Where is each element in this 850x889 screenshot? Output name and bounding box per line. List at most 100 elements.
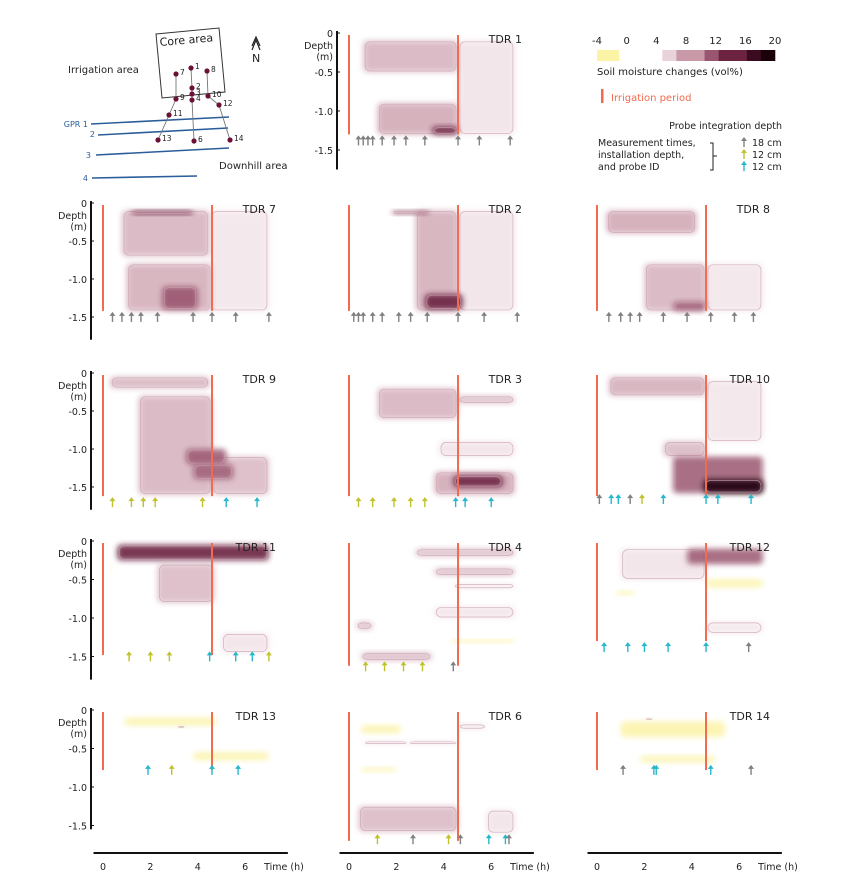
moisture-region bbox=[157, 564, 215, 603]
legend-brace bbox=[710, 142, 717, 171]
measurement-arrow-icon bbox=[249, 651, 256, 662]
irrigation-legend-swatch bbox=[601, 89, 604, 103]
contour-line bbox=[379, 388, 457, 418]
moisture-region bbox=[453, 475, 504, 487]
moisture-region bbox=[360, 652, 432, 661]
y-tick-label: -1.0 bbox=[68, 614, 87, 625]
probe-marker bbox=[216, 102, 222, 108]
contour-line bbox=[140, 396, 211, 494]
probe-marker bbox=[227, 137, 233, 143]
panel-title: TDR 9 bbox=[242, 373, 276, 386]
colorbar-label: Soil moisture changes (vol%) bbox=[597, 67, 743, 78]
x-tick-label: 4 bbox=[441, 862, 447, 873]
moisture-region bbox=[360, 767, 397, 772]
colorbar-tick-label: 20 bbox=[769, 36, 782, 47]
measurement-arrow-icon bbox=[741, 161, 747, 171]
moisture-region bbox=[706, 263, 763, 311]
colorbar-segment bbox=[732, 50, 748, 61]
measurement-arrow-icon bbox=[741, 149, 747, 159]
measurement-arrow-icon bbox=[452, 497, 459, 508]
contour-line bbox=[665, 442, 705, 456]
measurement-arrow-icon bbox=[369, 497, 376, 508]
probe-id-label: 4 bbox=[196, 94, 201, 103]
measurement-arrow-icon bbox=[750, 311, 757, 322]
measurement-arrow-icon bbox=[369, 135, 376, 146]
measurement-arrow-icon bbox=[639, 494, 646, 505]
tdr-panel: TDR 7 bbox=[102, 203, 276, 322]
y-tick-label: -0.5 bbox=[314, 68, 333, 79]
probe-id-label: 13 bbox=[162, 134, 172, 143]
moisture-region bbox=[663, 441, 707, 457]
measurement-arrow-icon bbox=[190, 311, 197, 322]
probe-link bbox=[157, 114, 170, 141]
contour-line bbox=[488, 810, 514, 833]
measurement-arrow-icon bbox=[391, 497, 398, 508]
measurement-arrow-icon bbox=[206, 651, 213, 662]
measurement-arrow-icon bbox=[476, 135, 483, 146]
measurement-arrow-icon bbox=[168, 764, 175, 775]
measurement-arrow-icon bbox=[109, 497, 116, 508]
y-tick-label: -1.5 bbox=[314, 146, 333, 157]
panel-title: TDR 12 bbox=[729, 541, 770, 554]
moisture-region bbox=[408, 740, 459, 745]
moisture-region bbox=[363, 740, 409, 745]
y-tick-label: -1.5 bbox=[68, 653, 87, 664]
contour-line bbox=[426, 294, 462, 309]
x-tick-label: 6 bbox=[242, 862, 248, 873]
colorbar-segment bbox=[760, 50, 776, 61]
x-tick-label: 2 bbox=[393, 862, 399, 873]
measurement-arrow-icon bbox=[424, 311, 431, 322]
colorbar-segment bbox=[648, 50, 663, 61]
moisture-region bbox=[162, 286, 198, 310]
measurement-arrow-icon bbox=[707, 764, 714, 775]
x-tick-label: 2 bbox=[641, 862, 647, 873]
tdr-panel: TDR 13 bbox=[102, 710, 276, 775]
contour-line bbox=[364, 41, 457, 72]
colorbar-segment bbox=[676, 50, 691, 61]
probe-id-label: 3 bbox=[196, 88, 201, 97]
moisture-region bbox=[434, 567, 515, 576]
measurement-arrow-icon bbox=[684, 311, 691, 322]
measurement-arrow-icon bbox=[128, 311, 135, 322]
probe-marker bbox=[188, 65, 194, 71]
contour-line bbox=[223, 634, 268, 653]
colorbar-segment bbox=[662, 50, 677, 61]
contour-line bbox=[118, 545, 268, 560]
measurement-arrow-icon bbox=[209, 311, 216, 322]
x-tick-label: 0 bbox=[346, 862, 352, 873]
contour-line bbox=[707, 381, 762, 441]
moisture-region bbox=[377, 103, 459, 135]
y-tick-label: -0.5 bbox=[68, 407, 87, 418]
probe-marker bbox=[205, 93, 211, 99]
measurement-arrow-icon bbox=[360, 135, 367, 146]
y-axis-label: Depth bbox=[58, 211, 87, 222]
moisture-region bbox=[615, 591, 635, 595]
measurement-arrow-icon bbox=[379, 135, 386, 146]
contour-line bbox=[393, 211, 428, 214]
probe-marker bbox=[191, 138, 197, 144]
colorbar-tick-label: 8 bbox=[683, 36, 689, 47]
moisture-region bbox=[431, 126, 459, 135]
measurement-arrow-icon bbox=[457, 834, 464, 845]
colorbar-tick-label: -4 bbox=[592, 36, 602, 47]
colorbar: -4 0 4 8 12 16 20 bbox=[592, 36, 781, 61]
moisture-region bbox=[434, 606, 515, 618]
measurement-arrow-icon bbox=[140, 497, 147, 508]
north-arrow-icon: N bbox=[251, 35, 261, 65]
measurement-arrow-icon bbox=[741, 137, 747, 147]
measurement-arrow-icon bbox=[254, 497, 261, 508]
x-tick-label: 0 bbox=[594, 862, 600, 873]
measurement-arrow-icon bbox=[707, 311, 714, 322]
measurement-arrow-icon bbox=[419, 661, 426, 672]
moisture-region bbox=[606, 210, 697, 234]
measurement-arrow-icon bbox=[265, 311, 272, 322]
measurement-arrow-icon bbox=[364, 135, 371, 146]
core-area-outline bbox=[155, 27, 226, 99]
measurement-arrow-icon bbox=[152, 497, 159, 508]
svg-text:N: N bbox=[252, 52, 260, 65]
measurement-arrow-icon bbox=[407, 311, 414, 322]
y-axis-label: Depth bbox=[304, 41, 333, 52]
probe-link bbox=[206, 70, 209, 97]
measurement-arrow-icon bbox=[137, 311, 144, 322]
measurement-arrow-icon bbox=[118, 311, 125, 322]
